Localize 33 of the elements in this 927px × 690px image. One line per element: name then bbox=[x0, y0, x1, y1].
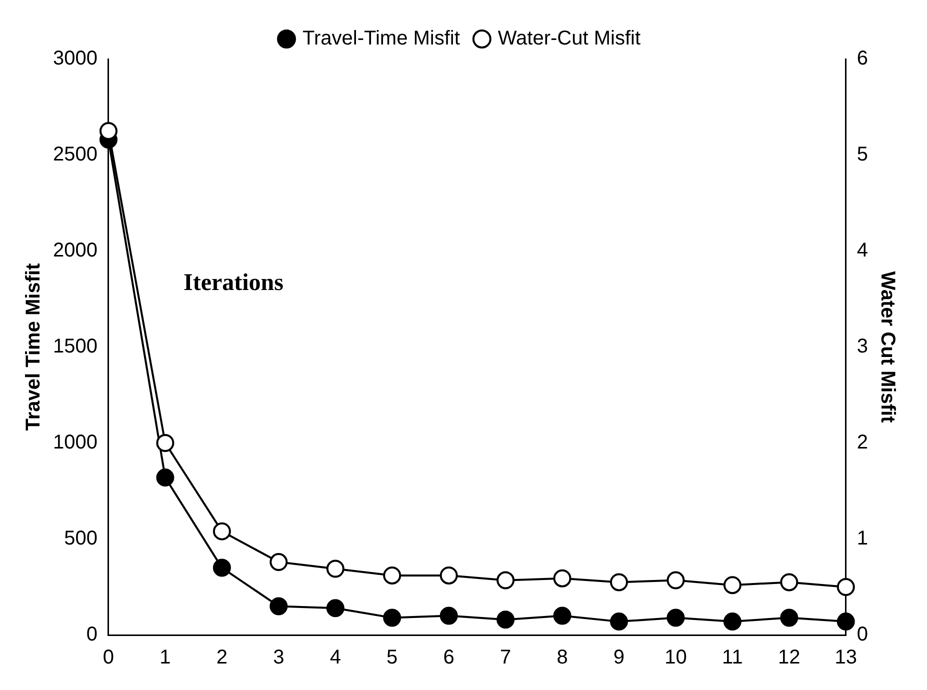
y2-tick-label: 1 bbox=[856, 528, 868, 550]
x-tick-label: 6 bbox=[443, 646, 454, 669]
y-tick-label: 2500 bbox=[52, 144, 98, 166]
y-tick-label: 3000 bbox=[52, 48, 98, 70]
y2-tick-label: 5 bbox=[856, 144, 868, 166]
x-tick-label: 9 bbox=[613, 646, 625, 669]
y2-tick-label: 3 bbox=[856, 336, 868, 358]
x-tick-label: 12 bbox=[778, 646, 800, 669]
y-tick-label: 1500 bbox=[52, 336, 98, 358]
legend-label: Travel-Time Misfit bbox=[302, 28, 460, 50]
x-tick-label: 11 bbox=[722, 646, 743, 669]
x-tick-label: 8 bbox=[556, 646, 568, 669]
x-tick-label: 1 bbox=[160, 646, 171, 669]
x-tick-label: 4 bbox=[330, 646, 341, 669]
y-tick-label: 500 bbox=[64, 528, 98, 550]
annotation: Iterations bbox=[183, 270, 284, 296]
legend-label: Water-Cut Misfit bbox=[498, 28, 641, 50]
y2-tick-label: 4 bbox=[856, 240, 868, 262]
x-tick-label: 0 bbox=[102, 646, 114, 669]
y2-tick-label: 6 bbox=[856, 48, 868, 70]
y2-axis-title: Water Cut Misfit bbox=[876, 271, 898, 424]
y2-tick-label: 0 bbox=[856, 624, 868, 646]
y-axis-title: Travel Time Misfit bbox=[22, 262, 45, 431]
x-tick-label: 5 bbox=[386, 646, 398, 669]
y-tick-label: 2000 bbox=[52, 240, 98, 262]
y2-tick-label: 2 bbox=[856, 432, 868, 454]
x-tick-label: 7 bbox=[500, 646, 512, 669]
x-tick-label: 3 bbox=[273, 646, 284, 669]
x-tick-label: 2 bbox=[216, 646, 228, 669]
x-tick-label: 10 bbox=[664, 646, 687, 669]
y-tick-label: 0 bbox=[86, 624, 98, 646]
x-tick-label: 13 bbox=[834, 646, 857, 669]
y-tick-label: 1000 bbox=[52, 432, 98, 454]
